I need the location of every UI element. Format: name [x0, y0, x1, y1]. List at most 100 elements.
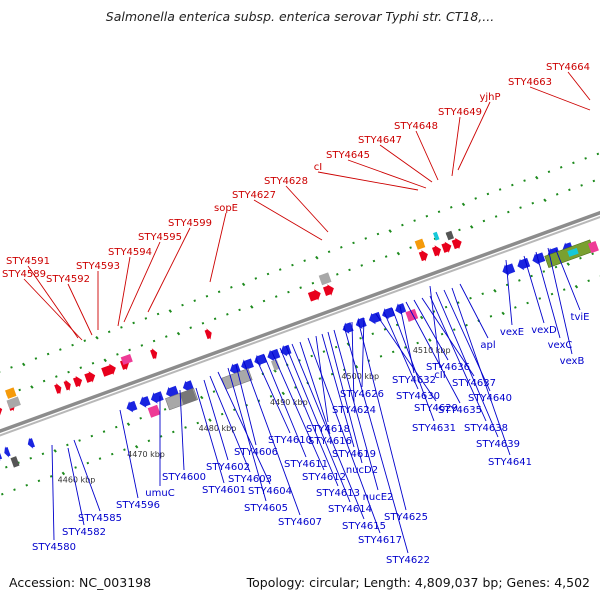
forward-gene — [73, 376, 83, 388]
reverse-gene-label-leader — [321, 333, 355, 448]
guide-tick — [176, 331, 181, 336]
guide-tick — [425, 214, 429, 218]
reverse-gene-label: STY4617 — [358, 535, 402, 546]
forward-gene-label: STY4594 — [108, 247, 152, 258]
reverse-gene-label: STY4641 — [488, 457, 532, 468]
reverse-gene-label: umuC — [145, 488, 174, 499]
guide-tick — [66, 443, 69, 447]
reverse-gene — [368, 311, 382, 325]
forward-gene-label: sopE — [214, 203, 238, 214]
scale-tick-label: 4500 kbp — [341, 372, 379, 381]
guide-tick — [391, 350, 395, 354]
guide-tick — [416, 341, 419, 345]
guide-tick — [444, 305, 448, 309]
reverse-gene — [517, 257, 531, 271]
reverse-gene-label-leader — [547, 247, 573, 355]
genome-title: Salmonella enterica subsp. enterica sero… — [105, 9, 495, 24]
reverse-gene-label: STY4631 — [412, 423, 456, 434]
reverse-gene-label: STY4630 — [396, 391, 440, 402]
reverse-gene-label: STY4606 — [234, 447, 278, 458]
guide-tick — [86, 461, 90, 465]
guide-tick — [266, 272, 270, 276]
reverse-gene-label: apl — [480, 340, 495, 351]
guide-tick — [200, 395, 204, 400]
guide-tick — [379, 355, 383, 358]
guide-tick — [334, 345, 338, 349]
guide-tick — [238, 308, 241, 312]
guide-tick — [461, 202, 466, 207]
guide-tick — [562, 288, 566, 291]
topology-summary: Topology: circular; Length: 4,809,037 bp… — [246, 575, 590, 590]
forward-gene — [441, 241, 452, 253]
reverse-gene-label: STY4626 — [340, 389, 384, 400]
guide-tick — [310, 354, 313, 358]
forward-gene — [451, 237, 462, 250]
forward-gene — [101, 363, 116, 377]
guide-tick — [152, 339, 156, 343]
guide-tick — [71, 343, 74, 347]
guide-tick — [580, 184, 583, 187]
guide-tick — [530, 274, 533, 278]
guide-tick — [103, 358, 107, 363]
guide-tick — [29, 456, 33, 460]
reverse-gene-label-leader — [119, 409, 139, 499]
reverse-gene-label: STY4622 — [386, 555, 430, 566]
reverse-gene-label-leader — [523, 255, 545, 324]
guide-tick — [531, 201, 535, 205]
guide-tick — [388, 229, 392, 233]
reverse-gene — [139, 396, 151, 408]
guide-tick — [5, 465, 8, 469]
reverse-gene-label: STY4602 — [206, 462, 250, 473]
guide-tick — [281, 391, 285, 396]
reverse-gene-label: tviE — [571, 312, 590, 323]
forward-gene — [418, 250, 428, 262]
reverse-gene-label-leader — [429, 285, 441, 369]
reverse-gene-label: STY4611 — [284, 459, 328, 470]
reverse-gene-label: vexB — [560, 356, 585, 367]
reverse-gene-label-leader — [227, 367, 267, 502]
guide-tick — [193, 299, 197, 302]
guide-tick — [348, 268, 351, 272]
reverse-gene-label-leader — [243, 361, 301, 516]
forward-gene-label: STY4593 — [76, 261, 120, 272]
forward-gene — [84, 371, 96, 383]
guide-tick — [572, 161, 575, 165]
guide-tick — [37, 479, 41, 483]
guide-tick — [147, 439, 151, 443]
guide-tick — [559, 166, 563, 169]
reverse-gene — [267, 348, 281, 362]
guide-tick — [535, 175, 539, 180]
reverse-gene-label-leader — [73, 439, 101, 512]
pink-feature — [120, 354, 133, 365]
guide-tick — [25, 483, 29, 487]
reverse-gene-label-leader — [51, 444, 55, 541]
forward-gene-label-leader — [27, 265, 79, 339]
guide-tick — [46, 352, 50, 356]
guide-tick — [59, 348, 62, 351]
forward-gene-label-leader — [117, 256, 131, 327]
reverse-gene-label-leader — [179, 389, 185, 471]
reverse-gene-label: STY4596 — [116, 500, 160, 511]
guide-tick — [61, 471, 66, 476]
guide-tick — [110, 452, 114, 456]
forward-gene — [150, 348, 158, 360]
forward-gene — [432, 245, 441, 257]
reverse-gene-label: STY4604 — [248, 486, 292, 497]
guide-tick — [568, 188, 571, 192]
reverse-gene-label: STY4614 — [328, 504, 372, 515]
forward-gene-label: STY4592 — [46, 274, 90, 285]
reverse-gene-label-leader — [209, 375, 251, 473]
dark-feature — [10, 456, 20, 468]
reverse-gene-label: STY4639 — [476, 439, 520, 450]
guide-tick — [574, 284, 579, 289]
guide-tick — [401, 223, 404, 227]
guide-tick — [413, 219, 416, 222]
guide-tick — [383, 328, 387, 331]
forward-gene-label-leader — [285, 185, 329, 233]
reverse-gene — [382, 307, 395, 320]
reverse-gene — [27, 437, 35, 449]
forward-gene-label: STY4647 — [358, 135, 402, 146]
reverse-gene-label-leader — [459, 283, 489, 339]
guide-tick — [482, 219, 486, 223]
forward-gene — [54, 383, 62, 395]
